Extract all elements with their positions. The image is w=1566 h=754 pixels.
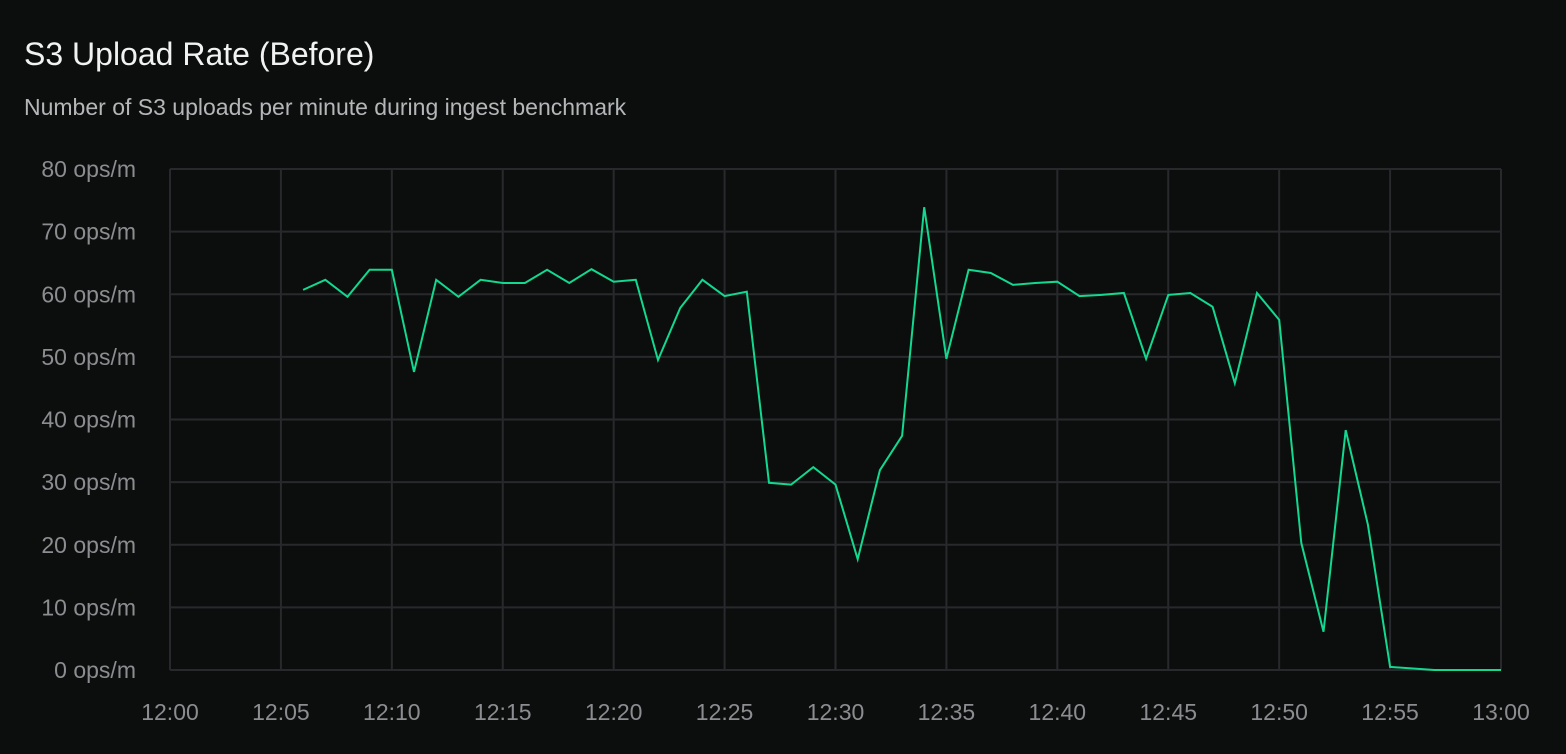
x-tick-label: 12:15 xyxy=(474,699,532,725)
series-line xyxy=(302,207,1501,671)
y-tick-label: 0 ops/m xyxy=(54,657,136,683)
x-tick-label: 12:30 xyxy=(807,699,865,725)
x-tick-label: 12:35 xyxy=(918,699,976,725)
x-tick-label: 12:45 xyxy=(1139,699,1197,725)
x-tick-label: 12:55 xyxy=(1361,699,1419,725)
x-tick-label: 12:00 xyxy=(141,699,199,725)
x-tick-label: 12:25 xyxy=(696,699,754,725)
chart-title: S3 Upload Rate (Before) xyxy=(24,36,375,72)
x-tick-label: 12:20 xyxy=(585,699,643,725)
y-tick-label: 60 ops/m xyxy=(41,281,136,307)
y-tick-label: 40 ops/m xyxy=(41,407,136,433)
y-tick-label: 50 ops/m xyxy=(41,344,136,370)
y-tick-label: 30 ops/m xyxy=(41,469,136,495)
x-tick-label: 12:50 xyxy=(1250,699,1308,725)
x-tick-label: 12:10 xyxy=(363,699,421,725)
chart-subtitle: Number of S3 uploads per minute during i… xyxy=(24,94,627,120)
x-tick-label: 12:40 xyxy=(1029,699,1087,725)
y-tick-label: 80 ops/m xyxy=(41,156,136,182)
x-tick-label: 13:00 xyxy=(1472,699,1530,725)
y-tick-label: 70 ops/m xyxy=(41,219,136,245)
y-tick-label: 10 ops/m xyxy=(41,594,136,620)
y-tick-label: 20 ops/m xyxy=(41,532,136,558)
x-tick-label: 12:05 xyxy=(252,699,310,725)
